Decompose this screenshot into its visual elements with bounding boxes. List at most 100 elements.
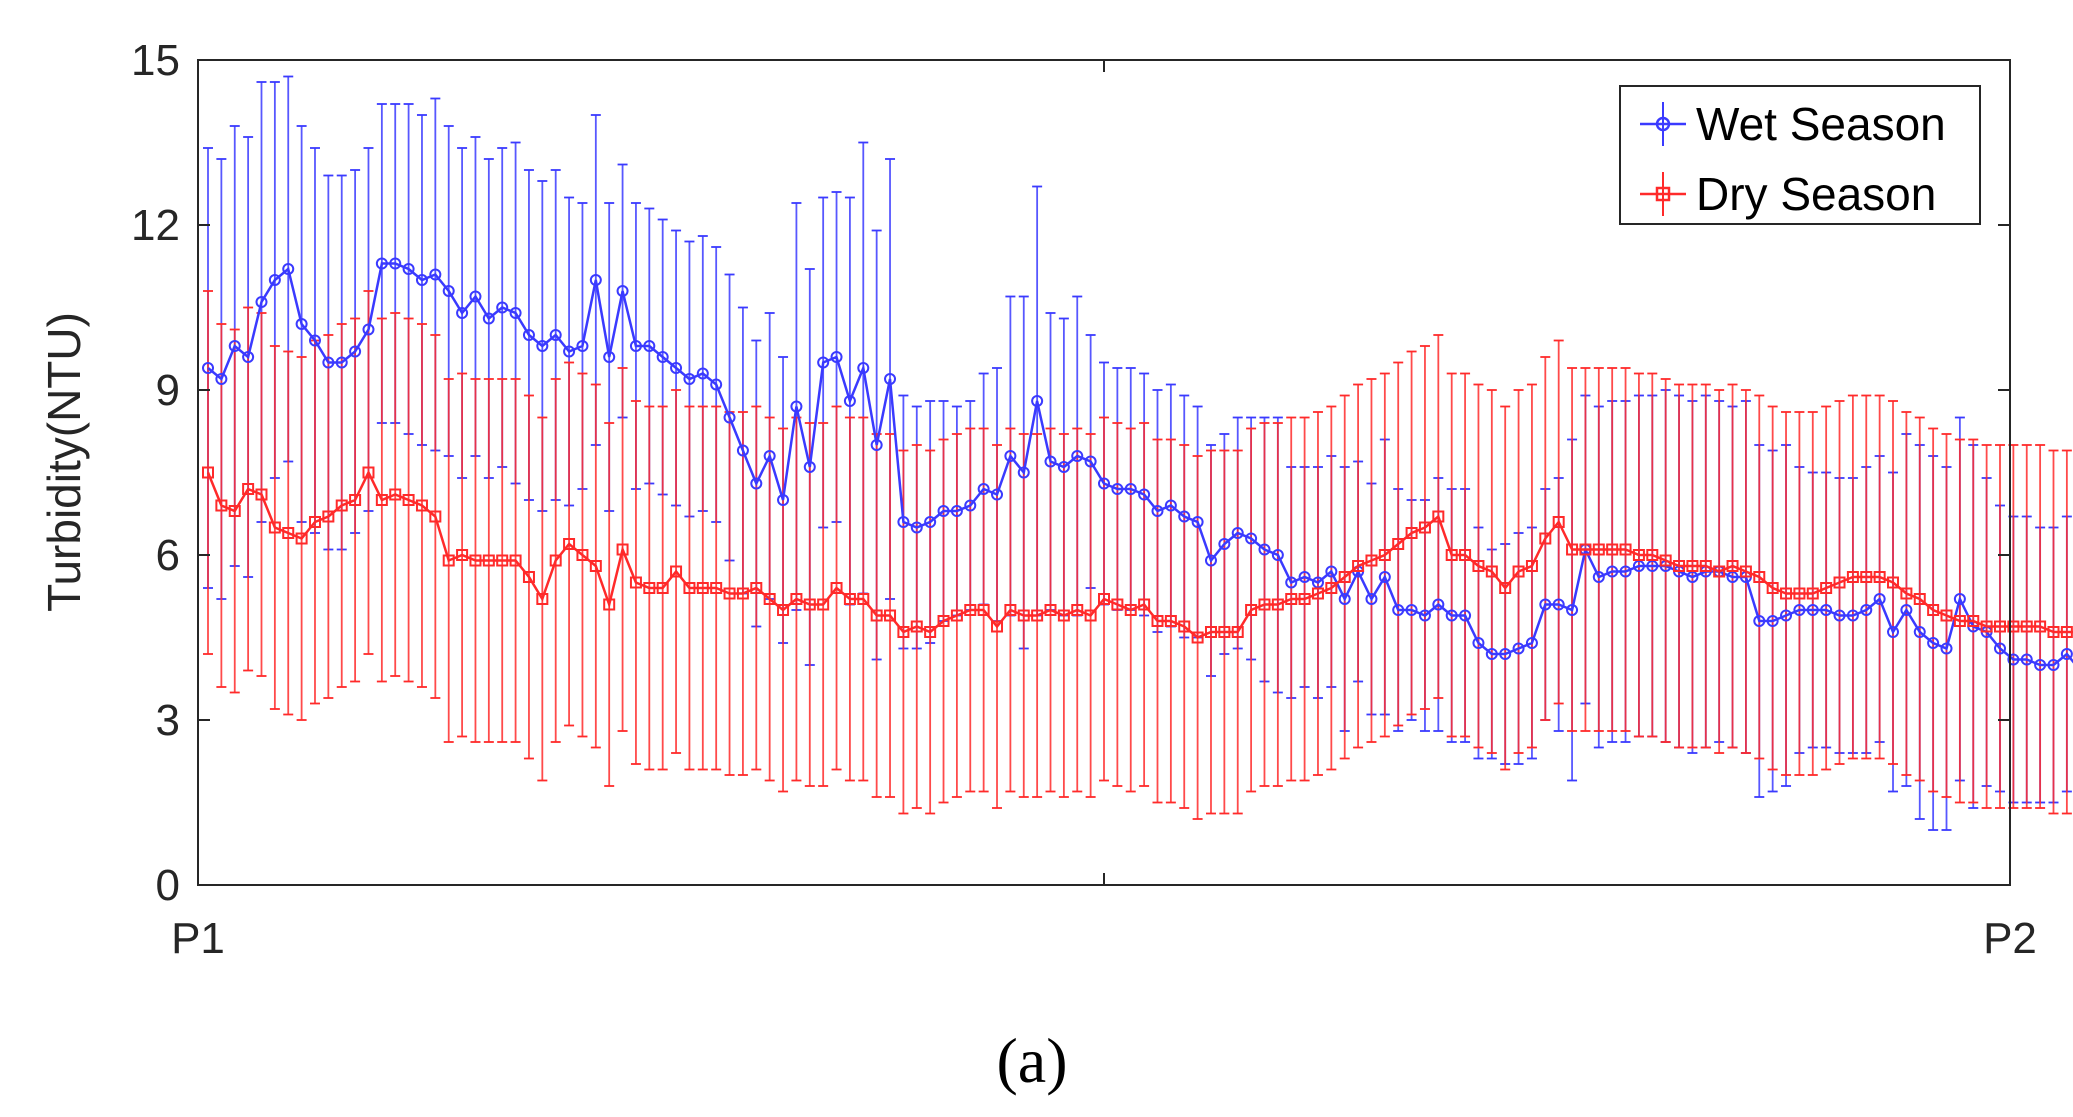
wet-point bbox=[897, 516, 910, 528]
dry-point bbox=[389, 488, 402, 501]
dry-point bbox=[616, 543, 629, 556]
wet-point bbox=[937, 505, 950, 517]
wet-point bbox=[1606, 565, 1619, 578]
wet-point bbox=[1900, 604, 1913, 616]
dry-point bbox=[1111, 598, 1124, 611]
dry-point bbox=[1084, 609, 1097, 622]
dry-point bbox=[1673, 560, 1686, 572]
wet-point bbox=[1204, 554, 1217, 567]
wet-point bbox=[1793, 604, 1806, 616]
wet-point bbox=[670, 362, 683, 374]
dry-point bbox=[1525, 560, 1538, 572]
wet-point bbox=[736, 444, 749, 457]
dry-point bbox=[1044, 604, 1057, 616]
wet-point bbox=[1485, 648, 1498, 660]
wet-point bbox=[790, 400, 803, 413]
dry-point bbox=[1619, 543, 1632, 556]
dry-point bbox=[1646, 549, 1659, 561]
dry-point bbox=[549, 554, 562, 567]
dry-point bbox=[349, 494, 362, 506]
dry-point bbox=[322, 510, 335, 523]
wet-point bbox=[536, 340, 549, 352]
wet-point bbox=[656, 351, 669, 363]
dry-point bbox=[536, 593, 549, 605]
dry-point bbox=[442, 554, 455, 567]
dry-point bbox=[750, 582, 763, 594]
legend-item-wet: Wet Season bbox=[1640, 98, 1946, 150]
wet-point bbox=[629, 340, 642, 352]
wet-point bbox=[1766, 615, 1779, 627]
wet-point bbox=[1887, 626, 1900, 638]
dry-point bbox=[496, 554, 509, 567]
dry-point bbox=[736, 587, 749, 600]
dry-point bbox=[1031, 609, 1044, 622]
wet-point bbox=[1098, 477, 1110, 490]
y-axis-title: Turbidity(NTU) bbox=[38, 312, 90, 612]
wet-point bbox=[2007, 653, 2020, 666]
dry-point bbox=[723, 587, 736, 600]
dry-point bbox=[817, 598, 830, 611]
wet-point bbox=[242, 351, 255, 363]
wet-point bbox=[509, 307, 522, 319]
wet-point bbox=[1298, 571, 1311, 583]
wet-point bbox=[2047, 659, 2060, 671]
wet-point bbox=[817, 356, 830, 369]
dry-point bbox=[1191, 631, 1204, 644]
wet-point bbox=[1338, 593, 1351, 605]
dry-point bbox=[563, 538, 576, 550]
wet-point bbox=[1044, 455, 1057, 468]
dry-point bbox=[991, 620, 1004, 633]
dry-point bbox=[255, 488, 268, 501]
figure-caption: (a) bbox=[996, 1025, 1067, 1096]
wet-point bbox=[1164, 499, 1177, 512]
wet-point bbox=[456, 307, 469, 319]
dry-point bbox=[1271, 598, 1284, 611]
wet-point bbox=[549, 329, 562, 341]
dry-point bbox=[1418, 521, 1431, 534]
wet-point bbox=[576, 340, 589, 352]
wet-point bbox=[603, 351, 616, 363]
wet-point bbox=[763, 450, 776, 462]
dry-point bbox=[1231, 626, 1244, 638]
dry-point bbox=[1833, 576, 1846, 589]
legend-dry-marker bbox=[1655, 186, 1671, 202]
wet-point bbox=[616, 285, 629, 297]
dry-point bbox=[2047, 626, 2060, 638]
wet-point bbox=[335, 356, 348, 369]
wet-point bbox=[1472, 637, 1485, 649]
dry-point bbox=[897, 626, 910, 638]
dry-point bbox=[964, 604, 977, 616]
wet-point bbox=[1753, 615, 1766, 627]
wet-point bbox=[1820, 604, 1833, 616]
dry-point bbox=[1820, 582, 1833, 594]
dry-point bbox=[1352, 560, 1365, 572]
legend: Wet Season Dry Season bbox=[1619, 85, 1981, 225]
dry-point bbox=[857, 593, 870, 605]
wet-point bbox=[964, 499, 977, 512]
dry-point bbox=[629, 576, 642, 589]
dry-point bbox=[429, 510, 442, 523]
dry-point bbox=[1713, 565, 1726, 578]
dry-point bbox=[603, 598, 616, 611]
dry-point bbox=[1392, 538, 1405, 550]
wet-point bbox=[1833, 609, 1846, 622]
dry-point bbox=[1245, 604, 1258, 616]
wet-point bbox=[1258, 543, 1271, 556]
dry-point bbox=[1071, 604, 1084, 616]
y-tick-label: 3 bbox=[156, 696, 180, 745]
wet-point bbox=[255, 296, 268, 308]
dry-point bbox=[830, 582, 843, 594]
dry-point bbox=[1753, 571, 1766, 583]
wet-point bbox=[589, 274, 602, 286]
wet-point bbox=[1405, 604, 1418, 616]
dry-point bbox=[1739, 565, 1752, 578]
wet-point bbox=[1392, 604, 1405, 616]
wet-point bbox=[1271, 549, 1284, 561]
dry-point bbox=[1539, 532, 1552, 545]
dry-point bbox=[1325, 582, 1338, 594]
wet-point bbox=[1138, 488, 1151, 501]
wet-point bbox=[1084, 455, 1097, 468]
dry-point bbox=[924, 626, 937, 638]
dry-point bbox=[1566, 543, 1579, 556]
legend-wet-marker bbox=[1655, 116, 1671, 132]
